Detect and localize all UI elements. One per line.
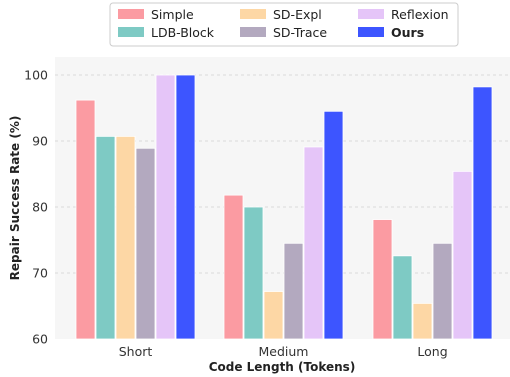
y-tick-label: 60 xyxy=(32,332,48,347)
legend-swatch-ours xyxy=(358,27,384,37)
x-axis-title: Code Length (Tokens) xyxy=(209,360,356,374)
y-tick-label: 70 xyxy=(32,266,48,281)
legend-swatch-sd-expl xyxy=(240,9,266,19)
bar-reflexion-long xyxy=(452,170,473,340)
x-tick-label: Medium xyxy=(259,344,309,359)
legend-label-reflexion: Reflexion xyxy=(391,7,449,22)
y-tick-label: 100 xyxy=(24,68,48,83)
legend-label-ldb-block: LDB-Block xyxy=(151,25,215,40)
bar-reflexion-short xyxy=(155,74,176,340)
legend-label-ours: Ours xyxy=(391,25,424,40)
bars xyxy=(75,74,493,340)
bar-simple-long xyxy=(372,219,393,340)
legend-label-sd-expl: SD-Expl xyxy=(273,7,322,22)
bar-reflexion-medium xyxy=(303,146,324,340)
bar-ours-medium xyxy=(323,110,344,340)
bar-ldb-block-long xyxy=(392,255,413,340)
y-axis: 60 70 80 90 100 xyxy=(24,68,48,347)
y-tick-label: 80 xyxy=(32,200,48,215)
x-tick-label: Short xyxy=(119,344,153,359)
x-axis: Short Medium Long xyxy=(119,344,448,359)
legend-swatch-simple xyxy=(118,9,144,19)
bar-sd-expl-medium xyxy=(263,291,284,340)
legend-label-simple: Simple xyxy=(151,7,194,22)
y-tick-label: 90 xyxy=(32,134,48,149)
bar-ldb-block-short xyxy=(95,135,116,340)
legend-swatch-reflexion xyxy=(358,9,384,19)
bar-sd-expl-short xyxy=(115,135,136,340)
y-axis-title: Repair Success Rate (%) xyxy=(8,116,22,281)
bar-ours-short xyxy=(175,74,196,340)
bar-simple-medium xyxy=(223,194,244,340)
bar-ldb-block-medium xyxy=(243,206,264,340)
bar-simple-short xyxy=(75,99,96,340)
legend-swatch-sd-trace xyxy=(240,27,266,37)
legend: Simple LDB-Block SD-Expl SD-Trace Reflexion O… xyxy=(109,2,459,47)
bar-sd-trace-medium xyxy=(283,242,304,340)
bar-ours-long xyxy=(472,86,493,340)
bar-sd-trace-long xyxy=(432,242,453,340)
x-tick-label: Long xyxy=(417,344,447,359)
legend-label-sd-trace: SD-Trace xyxy=(273,25,327,40)
bar-sd-trace-short xyxy=(135,147,156,340)
legend-swatch-ldb-block xyxy=(118,27,144,37)
bar-sd-expl-long xyxy=(412,302,433,340)
